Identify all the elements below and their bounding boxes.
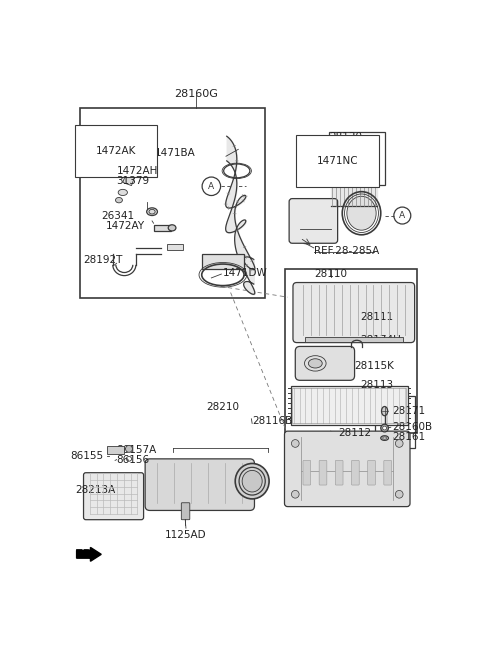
Bar — [292, 388, 406, 423]
Bar — [168, 244, 183, 250]
Ellipse shape — [168, 225, 176, 231]
Text: 28110: 28110 — [314, 269, 347, 279]
Text: 26341: 26341 — [101, 211, 134, 221]
Ellipse shape — [382, 407, 388, 416]
Circle shape — [396, 439, 403, 447]
Circle shape — [291, 490, 299, 498]
Bar — [154, 225, 170, 231]
Ellipse shape — [383, 426, 386, 430]
Ellipse shape — [235, 464, 269, 499]
FancyBboxPatch shape — [84, 473, 144, 520]
Bar — [291, 387, 408, 425]
Bar — [285, 269, 417, 433]
Ellipse shape — [118, 190, 127, 196]
Text: 28113: 28113 — [360, 380, 393, 390]
FancyBboxPatch shape — [319, 460, 327, 485]
Bar — [81, 108, 265, 298]
Bar — [108, 446, 124, 455]
Text: 1471NC: 1471NC — [317, 156, 359, 166]
Text: FR.: FR. — [75, 548, 98, 561]
Text: 28115K: 28115K — [354, 362, 394, 371]
Text: 28192T: 28192T — [83, 255, 122, 266]
Text: 86156: 86156 — [117, 455, 150, 466]
Text: A: A — [399, 211, 406, 220]
Text: 1471DW: 1471DW — [223, 267, 268, 277]
FancyBboxPatch shape — [384, 460, 392, 485]
Text: 1472AK: 1472AK — [96, 146, 136, 156]
Bar — [202, 254, 244, 269]
Text: 28112: 28112 — [338, 428, 372, 438]
Ellipse shape — [116, 198, 122, 203]
Text: 1472AY: 1472AY — [106, 221, 145, 231]
Text: 31379: 31379 — [117, 177, 150, 186]
Text: 1125AD: 1125AD — [165, 530, 207, 540]
Ellipse shape — [147, 208, 157, 216]
Text: 28213A: 28213A — [75, 485, 115, 494]
FancyBboxPatch shape — [303, 460, 311, 485]
Ellipse shape — [125, 445, 132, 453]
Circle shape — [396, 490, 403, 498]
Bar — [123, 168, 137, 186]
Ellipse shape — [381, 424, 388, 432]
FancyBboxPatch shape — [145, 459, 254, 511]
FancyBboxPatch shape — [295, 347, 355, 381]
Polygon shape — [77, 547, 101, 561]
FancyBboxPatch shape — [293, 283, 415, 343]
Text: 26710: 26710 — [98, 126, 131, 136]
FancyBboxPatch shape — [181, 503, 190, 520]
Text: 28210: 28210 — [206, 402, 240, 412]
Ellipse shape — [347, 196, 376, 230]
Circle shape — [291, 439, 299, 447]
Text: 1472AH: 1472AH — [117, 166, 158, 177]
Text: 28111: 28111 — [360, 312, 393, 322]
FancyBboxPatch shape — [368, 460, 375, 485]
Text: 28160G: 28160G — [174, 89, 218, 99]
Ellipse shape — [242, 470, 262, 492]
Text: A: A — [208, 182, 215, 191]
FancyBboxPatch shape — [289, 199, 337, 243]
Text: 28160B: 28160B — [392, 422, 432, 432]
Bar — [375, 396, 415, 448]
Text: 86157A: 86157A — [117, 445, 157, 455]
Bar — [329, 132, 384, 184]
Text: 86155: 86155 — [71, 451, 104, 461]
Text: 28174H: 28174H — [360, 336, 401, 345]
Text: 1471BA: 1471BA — [155, 148, 196, 158]
FancyBboxPatch shape — [285, 431, 410, 507]
Text: 28161: 28161 — [392, 432, 425, 441]
Ellipse shape — [308, 359, 322, 368]
Bar — [304, 337, 403, 342]
FancyBboxPatch shape — [336, 460, 343, 485]
Text: 28130: 28130 — [330, 132, 362, 143]
Text: 28116B: 28116B — [252, 416, 292, 426]
Text: 28171: 28171 — [392, 406, 425, 416]
FancyBboxPatch shape — [351, 460, 359, 485]
Text: REF.28-285A: REF.28-285A — [314, 247, 379, 256]
